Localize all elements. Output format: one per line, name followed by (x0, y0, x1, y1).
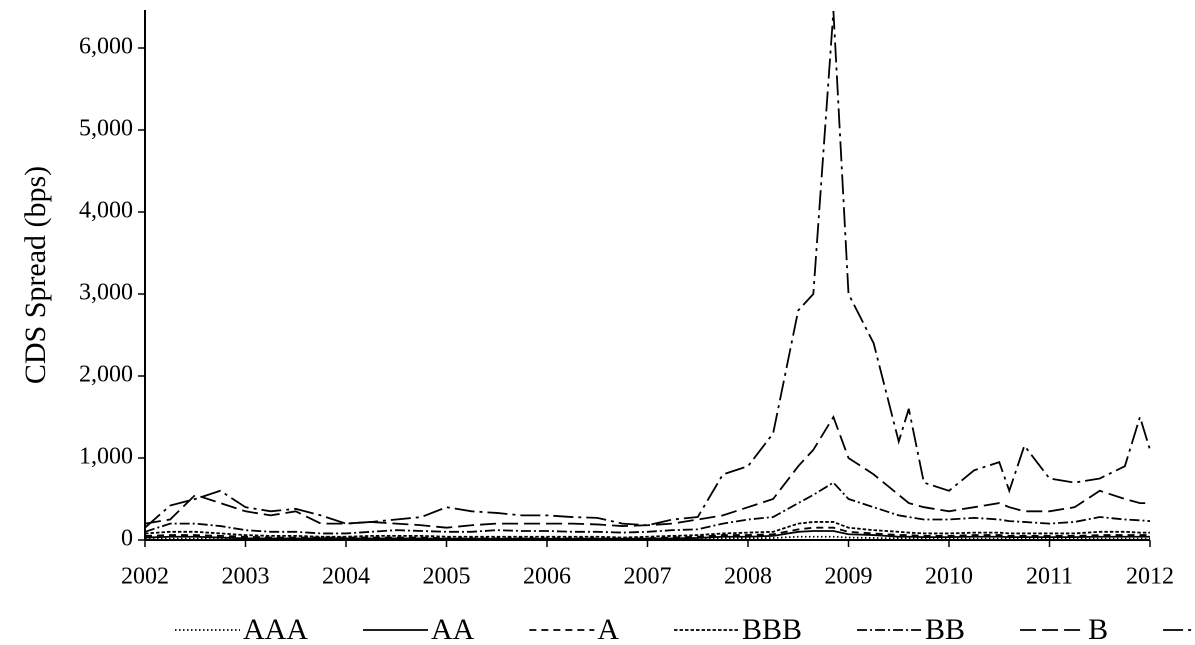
y-tick-label: 1,000 (79, 444, 133, 470)
legend-label: BBB (742, 613, 802, 645)
legend-label: A (597, 613, 619, 645)
x-tick-label: 2006 (523, 564, 571, 590)
series-line (144, 11, 1151, 529)
y-tick-label: 4,000 (79, 198, 133, 224)
series-line (144, 414, 1150, 529)
legend-label: BB (925, 613, 965, 645)
x-tick-label: 2002 (121, 564, 169, 590)
series-line (144, 481, 1151, 535)
x-tick-label: 2009 (825, 564, 873, 590)
y-tick-label: 3,000 (79, 280, 133, 306)
y-tick-label: 5,000 (79, 116, 133, 142)
y-tick-label: 2,000 (79, 362, 133, 388)
x-tick-label: 2011 (1026, 564, 1073, 590)
y-axis-title: CDS Spread (bps) (19, 166, 52, 384)
y-tick-label: 6,000 (79, 34, 133, 60)
y-tick-label: 0 (121, 526, 133, 552)
legend-label: AA (431, 613, 475, 645)
x-tick-label: 2012 (1126, 564, 1174, 590)
legend-label: B (1088, 613, 1108, 645)
series-line (144, 521, 1150, 539)
x-tick-label: 2005 (423, 564, 471, 590)
x-tick-label: 2010 (925, 564, 973, 590)
x-tick-label: 2003 (222, 564, 270, 590)
x-tick-label: 2008 (724, 564, 772, 590)
x-tick-label: 2007 (624, 564, 672, 590)
legend-label: AAA (243, 613, 308, 645)
x-tick-label: 2004 (322, 564, 370, 590)
